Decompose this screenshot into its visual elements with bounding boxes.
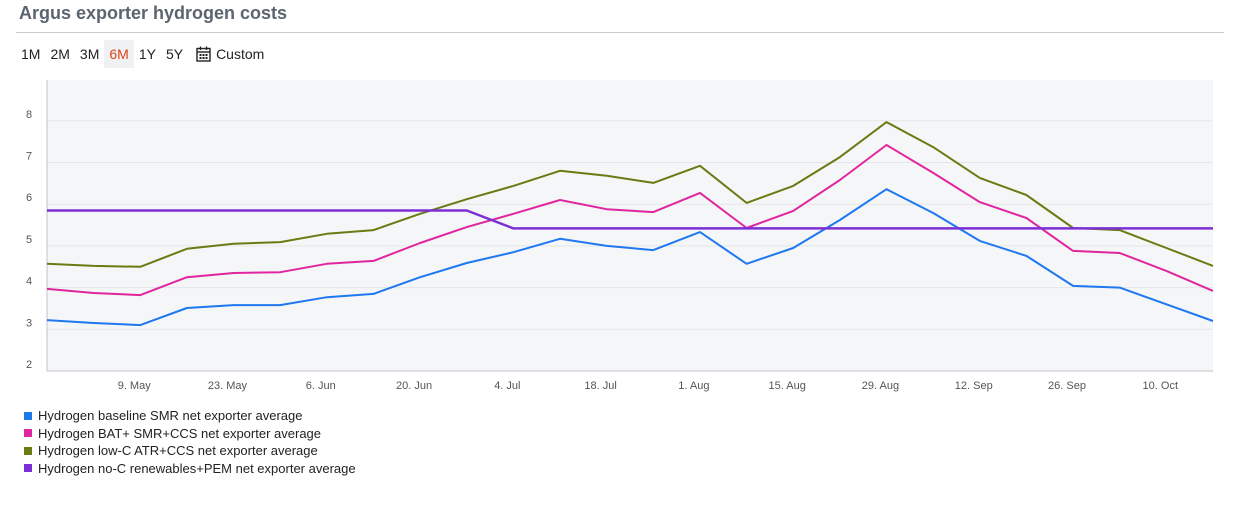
legend-swatch bbox=[24, 429, 32, 438]
x-tick-label: 29. Aug bbox=[862, 380, 899, 392]
legend: Hydrogen baseline SMR net exporter avera… bbox=[24, 407, 356, 477]
y-tick-label: 5 bbox=[26, 234, 32, 246]
legend-item[interactable]: Hydrogen baseline SMR net exporter avera… bbox=[24, 407, 356, 425]
y-tick-label: 8 bbox=[26, 109, 32, 121]
legend-swatch bbox=[24, 411, 32, 420]
x-tick-label: 10. Oct bbox=[1143, 380, 1178, 392]
x-tick-label: 18. Jul bbox=[584, 380, 616, 392]
x-tick-label: 4. Jul bbox=[494, 380, 520, 392]
y-tick-label: 3 bbox=[26, 317, 32, 329]
range-2m-button[interactable]: 2M bbox=[50, 46, 70, 62]
x-tick-label: 15. Aug bbox=[769, 380, 806, 392]
plot-background bbox=[47, 80, 1213, 371]
calendar-icon bbox=[196, 46, 211, 62]
legend-label: Hydrogen no-C renewables+PEM net exporte… bbox=[38, 460, 356, 476]
x-tick-label: 20. Jun bbox=[396, 380, 432, 392]
range-selector: 1M 2M 3M 6M 1Y 5Y Custom bbox=[16, 40, 264, 68]
legend-swatch bbox=[24, 446, 32, 455]
custom-range-button[interactable]: Custom bbox=[196, 46, 264, 62]
x-tick-label: 9. May bbox=[118, 380, 152, 392]
line-chart: 2 3 4 5 6 7 8 9. May 23. May 6. Jun 20. Jun 4. Jul 1… bbox=[26, 80, 1214, 392]
series-line-1 bbox=[46, 188, 1214, 327]
range-6m-button[interactable]: 6M bbox=[104, 40, 134, 68]
x-tick-label: 26. Sep bbox=[1048, 380, 1086, 392]
x-tick-label: 12. Sep bbox=[955, 380, 993, 392]
series-line-4 bbox=[47, 209, 1213, 230]
legend-label: Hydrogen baseline SMR net exporter avera… bbox=[38, 408, 303, 424]
chart-title: Argus exporter hydrogen costs bbox=[19, 3, 288, 23]
range-1m-button[interactable]: 1M bbox=[21, 46, 41, 62]
range-5y-button[interactable]: 5Y bbox=[165, 46, 184, 62]
y-tick-label: 4 bbox=[26, 276, 32, 288]
divider bbox=[16, 32, 1224, 33]
series-line-3 bbox=[46, 121, 1214, 268]
series-line-2 bbox=[46, 144, 1214, 297]
custom-label: Custom bbox=[216, 46, 265, 62]
legend-item[interactable]: Hydrogen low-C ATR+CCS net exporter aver… bbox=[24, 442, 356, 460]
y-tick-label: 6 bbox=[26, 192, 32, 204]
x-tick-label: 1. Aug bbox=[678, 380, 709, 392]
legend-swatch bbox=[24, 464, 32, 473]
x-tick-label: 6. Jun bbox=[306, 380, 336, 392]
legend-label: Hydrogen BAT+ SMR+CCS net exporter avera… bbox=[38, 425, 322, 441]
range-3m-button[interactable]: 3M bbox=[79, 46, 100, 62]
legend-item[interactable]: Hydrogen BAT+ SMR+CCS net exporter avera… bbox=[24, 425, 356, 443]
range-1y-button[interactable]: 1Y bbox=[138, 46, 156, 62]
y-tick-label: 2 bbox=[26, 359, 32, 371]
legend-label: Hydrogen low-C ATR+CCS net exporter aver… bbox=[38, 443, 318, 459]
x-tick-label: 23. May bbox=[208, 380, 248, 392]
y-tick-label: 7 bbox=[26, 151, 32, 163]
legend-item[interactable]: Hydrogen no-C renewables+PEM net exporte… bbox=[24, 460, 356, 478]
